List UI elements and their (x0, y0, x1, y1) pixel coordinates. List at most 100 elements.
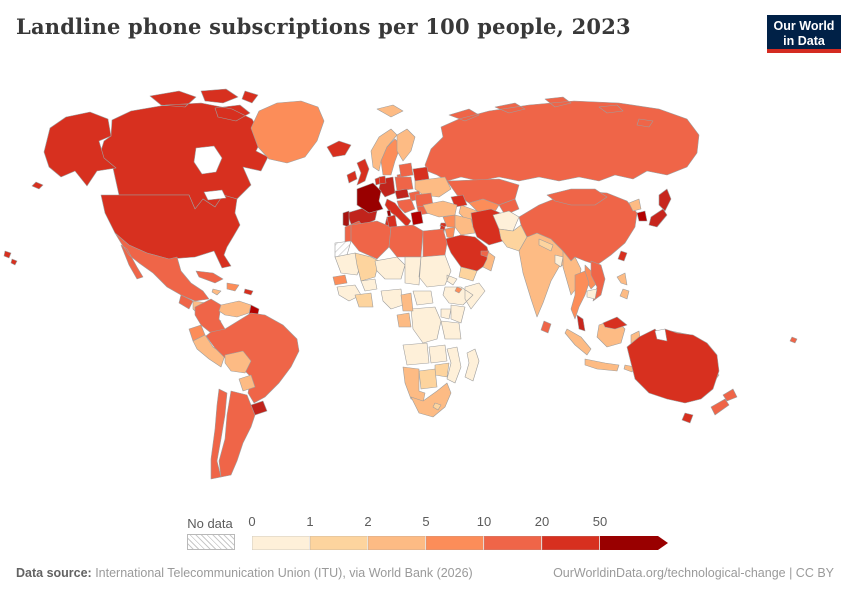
country-australia[interactable] (626, 328, 720, 424)
country-peru[interactable] (192, 334, 226, 368)
country-lesotho[interactable] (432, 402, 442, 411)
country-sri-lanka[interactable] (540, 320, 552, 334)
country-philippines[interactable] (616, 272, 630, 300)
country-south-africa[interactable] (410, 382, 452, 418)
country-jamaica[interactable] (211, 288, 222, 296)
owid-logo[interactable]: Our World in Data (767, 15, 841, 53)
country-uruguay[interactable] (250, 400, 268, 416)
country-caucasus[interactable] (450, 194, 468, 208)
country-alaska[interactable] (31, 111, 117, 190)
country-nepal[interactable] (538, 238, 554, 252)
owid-logo-text: Our World in Data (767, 15, 841, 49)
country-thailand[interactable] (570, 270, 590, 320)
country-malaysia-west[interactable] (576, 314, 586, 332)
legend-tick-label: 5 (422, 514, 430, 529)
page-title: Landline phone subscriptions per 100 peo… (16, 14, 631, 39)
country-vietnam[interactable] (590, 260, 606, 302)
footer-attribution[interactable]: OurWorldinData.org/technological-change … (553, 566, 834, 580)
legend-bin-5-10[interactable] (426, 536, 484, 550)
country-cameroon[interactable] (400, 292, 414, 312)
country-japan[interactable] (648, 188, 672, 228)
country-gabon-congo[interactable] (396, 312, 412, 328)
country-zimbabwe[interactable] (434, 362, 450, 378)
data-source: Data source: International Telecommunica… (16, 566, 473, 580)
country-tunisia[interactable] (386, 214, 398, 228)
country-djibouti[interactable] (454, 286, 463, 294)
country-iceland[interactable] (326, 140, 352, 158)
legend-bin-10-20[interactable] (484, 536, 542, 550)
country-bangladesh[interactable] (554, 254, 564, 268)
country-namibia[interactable] (402, 366, 426, 404)
country-canada[interactable] (98, 88, 269, 210)
legend-tick-label: 50 (592, 514, 608, 529)
legend-bin-2-5[interactable] (368, 536, 426, 550)
country-south-korea[interactable] (636, 210, 648, 222)
country-north-korea[interactable] (628, 198, 642, 212)
country-baltics[interactable] (398, 162, 414, 178)
country-afghanistan[interactable] (492, 210, 520, 232)
footer: Data source: International Telecommunica… (16, 566, 834, 580)
country-ghana-cote-divoire[interactable] (354, 292, 374, 308)
country-mexico[interactable] (114, 232, 210, 302)
gulf-of-carpentaria (654, 328, 668, 342)
legend-no-data-label: No data (187, 516, 233, 531)
country-denmark[interactable] (378, 175, 387, 185)
country-belarus[interactable] (412, 166, 430, 182)
legend-bin-20-50[interactable] (542, 536, 600, 550)
country-brazil[interactable] (205, 312, 300, 404)
country-new-zealand[interactable] (710, 388, 738, 416)
country-fiji[interactable] (789, 336, 798, 344)
legend-bin-50+[interactable] (600, 536, 668, 550)
country-portugal[interactable] (342, 210, 350, 228)
country-balkans[interactable] (396, 198, 416, 214)
country-kyrgyzstan-tajikistan[interactable] (498, 198, 520, 216)
country-iraq[interactable] (454, 214, 476, 236)
data-source-text: International Telecommunication Union (I… (91, 566, 473, 580)
country-finland[interactable] (396, 128, 416, 162)
country-venezuela[interactable] (218, 300, 252, 318)
country-usa[interactable] (100, 194, 241, 269)
country-austria-czechia[interactable] (394, 188, 410, 200)
countries-africa-low[interactable] (336, 254, 486, 384)
country-libya[interactable] (388, 224, 424, 258)
country-egypt[interactable] (422, 228, 448, 258)
country-oman[interactable] (482, 250, 496, 272)
legend-tick-label: 1 (306, 514, 314, 529)
country-mongolia[interactable] (546, 188, 608, 206)
country-greenland[interactable] (250, 100, 325, 164)
country-malaysia-east[interactable] (602, 316, 628, 330)
country-russia[interactable] (396, 96, 700, 182)
country-hawaii[interactable] (3, 250, 18, 266)
legend-no-data-swatch[interactable] (187, 534, 235, 550)
country-senegal[interactable] (332, 274, 348, 286)
country-svalbard[interactable] (376, 104, 404, 118)
country-ukraine[interactable] (414, 176, 452, 198)
owid-logo-strip (767, 49, 841, 53)
country-uae[interactable] (480, 250, 490, 258)
hudson-bay (193, 145, 223, 175)
country-paraguay[interactable] (238, 374, 256, 392)
data-source-label: Data source: (16, 566, 92, 580)
country-cuba[interactable] (195, 270, 224, 284)
legend-bin-1-2[interactable] (310, 536, 368, 550)
country-bolivia[interactable] (224, 350, 252, 374)
legend-tick-label: 0 (248, 514, 256, 529)
country-guatemala[interactable] (178, 294, 194, 310)
country-ireland[interactable] (346, 170, 358, 184)
great-lakes (203, 189, 227, 201)
map-legend: No data 0 1 2 5 10 20 50 (0, 512, 850, 554)
country-algeria[interactable] (350, 220, 392, 260)
country-cambodia[interactable] (586, 288, 598, 300)
country-taiwan[interactable] (617, 250, 628, 262)
legend-bar (252, 536, 668, 550)
country-poland[interactable] (394, 176, 414, 192)
country-hispaniola[interactable] (226, 282, 240, 292)
country-yemen[interactable] (458, 266, 478, 282)
country-botswana[interactable] (418, 368, 438, 390)
country-puerto-rico[interactable] (243, 288, 254, 296)
country-uk[interactable] (356, 158, 370, 186)
legend-tick-label: 20 (534, 514, 550, 529)
legend-bin-0-1[interactable] (252, 536, 310, 550)
country-mali[interactable] (354, 252, 380, 282)
